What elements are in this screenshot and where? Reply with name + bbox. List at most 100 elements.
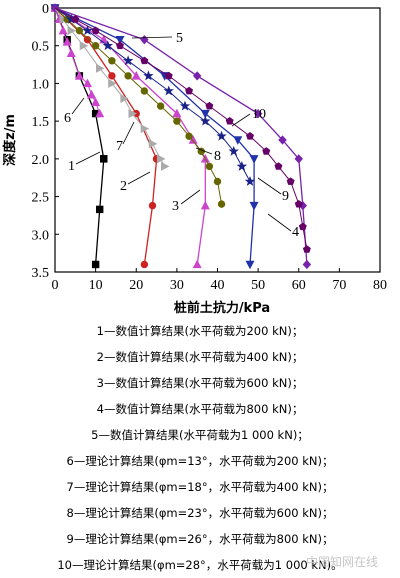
data-point bbox=[244, 176, 256, 186]
data-point bbox=[205, 162, 214, 171]
data-point bbox=[67, 26, 77, 36]
data-point bbox=[71, 15, 80, 23]
y-tick-label: 2.0 bbox=[32, 153, 50, 168]
data-point bbox=[236, 160, 248, 171]
data-point bbox=[122, 55, 134, 66]
x-tick-label: 0 bbox=[52, 278, 59, 293]
data-point bbox=[200, 200, 210, 210]
data-point bbox=[116, 41, 124, 50]
x-tick-label: 60 bbox=[292, 278, 306, 293]
data-point bbox=[108, 72, 116, 80]
data-point bbox=[62, 37, 72, 46]
series-label-4: 4 bbox=[292, 225, 299, 240]
data-point bbox=[278, 135, 287, 145]
series-8 bbox=[54, 7, 226, 208]
x-tick-label: 20 bbox=[129, 278, 143, 293]
legend-line-5: 5—数值计算结果(水平荷载为1 000 kN)； bbox=[91, 428, 309, 442]
leader-line bbox=[122, 121, 135, 145]
data-point bbox=[298, 222, 307, 231]
x-tick-label: 80 bbox=[373, 278, 387, 293]
series-6 bbox=[54, 7, 105, 118]
legend-line-6: 6—理论计算结果(φm=13°，水平荷载为200 kN)； bbox=[66, 454, 334, 468]
data-point bbox=[192, 259, 202, 269]
leader-line bbox=[180, 189, 201, 205]
leader-line bbox=[127, 171, 151, 185]
data-point bbox=[228, 145, 239, 156]
series-10 bbox=[54, 7, 311, 253]
data-point bbox=[87, 89, 97, 99]
data-point bbox=[140, 87, 149, 95]
data-point bbox=[128, 109, 138, 119]
series-line bbox=[54, 7, 101, 114]
leader-line bbox=[231, 113, 251, 127]
data-point bbox=[225, 116, 234, 125]
data-point bbox=[156, 154, 166, 164]
data-point bbox=[249, 201, 259, 211]
data-point bbox=[173, 117, 181, 125]
series-label-5: 5 bbox=[176, 31, 183, 46]
data-point bbox=[58, 25, 68, 35]
series-label-9: 9 bbox=[282, 189, 289, 204]
series-label-8: 8 bbox=[214, 149, 221, 164]
series-9 bbox=[54, 7, 256, 186]
data-point bbox=[192, 71, 202, 81]
x-tick-label: 70 bbox=[332, 278, 346, 293]
data-point bbox=[100, 155, 108, 163]
data-point bbox=[188, 135, 198, 144]
data-point bbox=[115, 35, 125, 45]
series-layer bbox=[50, 3, 312, 270]
legend-line-9: 9—理论计算结果(φm=26°，水平荷载为800 kN)； bbox=[66, 532, 334, 546]
leader-line bbox=[195, 147, 213, 155]
plot-frame bbox=[54, 7, 381, 273]
data-point bbox=[156, 102, 165, 110]
legend-line-3: 3—数值计算结果(水平荷载为600 kN)； bbox=[96, 376, 304, 390]
data-point bbox=[91, 260, 100, 269]
data-point bbox=[91, 42, 100, 50]
series-line bbox=[54, 7, 206, 265]
data-point bbox=[124, 72, 132, 80]
data-point bbox=[249, 155, 259, 164]
data-point bbox=[108, 78, 117, 88]
data-point bbox=[216, 130, 227, 141]
data-point bbox=[66, 48, 76, 57]
data-point bbox=[140, 260, 149, 269]
data-point bbox=[233, 136, 243, 145]
y-tick-label: 0 bbox=[42, 2, 49, 17]
data-point bbox=[83, 35, 92, 44]
data-point bbox=[131, 71, 141, 80]
data-point bbox=[74, 71, 84, 80]
data-point bbox=[179, 100, 191, 111]
y-tick-label: 1.5 bbox=[32, 115, 50, 130]
legend-line-4: 4—数值计算结果(水平荷载为800 kN)； bbox=[96, 402, 304, 416]
data-point bbox=[148, 201, 157, 210]
data-point bbox=[294, 199, 303, 208]
data-point bbox=[185, 86, 194, 95]
series-label-2: 2 bbox=[120, 179, 127, 194]
data-point bbox=[120, 94, 129, 104]
data-point bbox=[200, 115, 211, 126]
series-labels: 1 2 3 4 5 6 7 8 9 10 bbox=[64, 31, 299, 240]
x-axis-title: 桩前土抗力/kPa bbox=[174, 300, 270, 316]
data-point bbox=[185, 132, 193, 140]
y-tick-label: 1.0 bbox=[32, 77, 50, 92]
data-point bbox=[160, 161, 170, 171]
series-line bbox=[54, 7, 308, 250]
data-point bbox=[140, 124, 150, 134]
y-tick-label: 2.5 bbox=[32, 191, 50, 206]
series-label-10: 10 bbox=[252, 107, 266, 122]
pile-soil-resistance-chart: 0 10 20 30 40 50 60 70 8000.51.01.52.02.53.03.5 … bbox=[2, 2, 387, 316]
data-point bbox=[148, 139, 158, 149]
data-point bbox=[262, 147, 271, 155]
data-point bbox=[99, 34, 109, 44]
data-point bbox=[108, 57, 116, 65]
data-point bbox=[140, 56, 149, 65]
data-point bbox=[95, 205, 104, 214]
series-label-1: 1 bbox=[68, 159, 75, 174]
legend-line-1: 1—数值计算结果(水平荷载为200 kN)； bbox=[96, 324, 304, 338]
series-line bbox=[54, 7, 308, 265]
legend-line-10: 10—理论计算结果(φm=28°，水平荷载为1 000 kN)。 bbox=[57, 558, 343, 572]
data-point bbox=[91, 97, 101, 106]
watermark: 中国知网在线 bbox=[305, 555, 378, 569]
data-point bbox=[82, 25, 93, 36]
y-tick-label: 0.5 bbox=[32, 40, 50, 55]
